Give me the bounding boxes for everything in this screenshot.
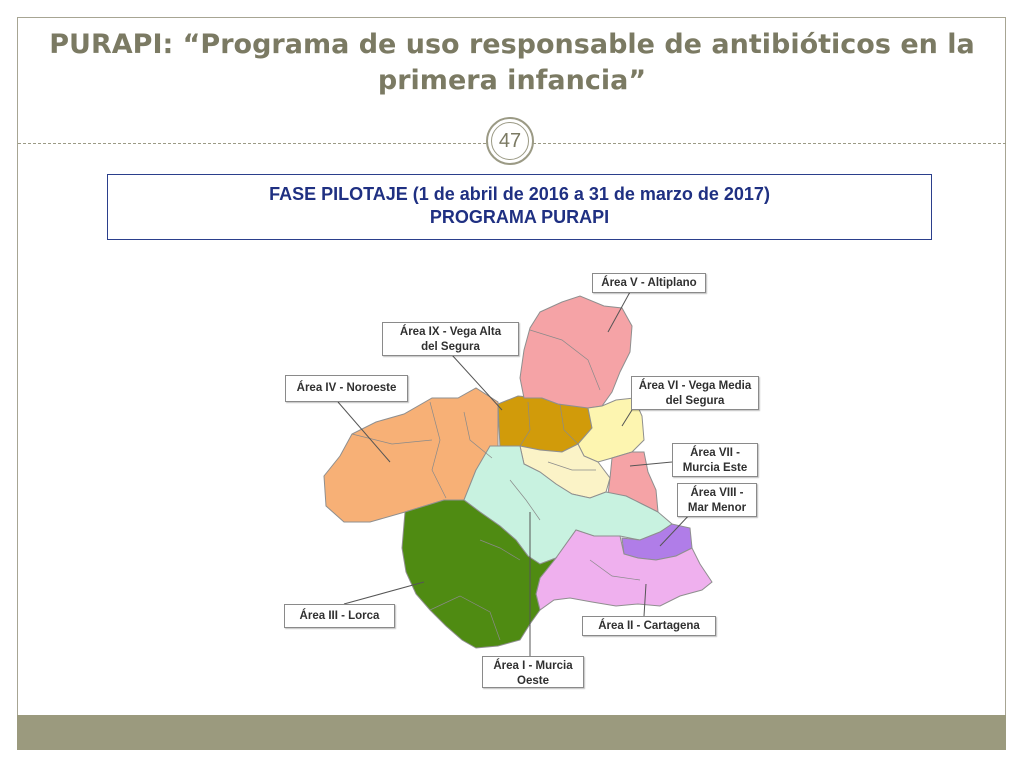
label-area-viii-line2: Mar Menor [687, 502, 747, 514]
label-area-vi: Área VI - Vega Media del Segura [631, 376, 759, 410]
label-area-vii-line1: Área VII - [690, 447, 740, 459]
phase-line-1: FASE PILOTAJE (1 de abril de 2016 a 31 d… [269, 184, 770, 204]
region-area-iii [401, 499, 558, 649]
label-area-v-text: Área V - Altiplano [601, 277, 697, 289]
label-area-vi-line1: Área VI - Vega Media [638, 380, 752, 392]
label-area-ix-line2: del Segura [421, 341, 480, 353]
leader-lines [337, 291, 693, 658]
region-area-v [519, 295, 633, 409]
label-area-viii: Área VIII - Mar Menor [677, 483, 757, 517]
label-area-ii: Área II - Cartagena [582, 616, 716, 636]
label-area-i-line1: Área I - Murcia [493, 660, 573, 672]
label-area-iv: Área IV - Noroeste [285, 375, 408, 402]
label-area-ix: Área IX - Vega Alta del Segura [382, 322, 519, 356]
label-area-vii: Área VII - Murcia Este [672, 443, 758, 477]
footer-bar [17, 715, 1006, 750]
phase-line-2: PROGRAMA PURAPI [429, 207, 610, 227]
label-area-iv-text: Área IV - Noroeste [296, 382, 397, 394]
municipal-boundaries [351, 329, 641, 641]
label-area-vii-line2: Murcia Este [682, 462, 748, 474]
phase-box: FASE PILOTAJE (1 de abril de 2016 a 31 d… [107, 174, 932, 240]
label-area-iii: Área III - Lorca [284, 604, 395, 628]
label-area-viii-line1: Área VIII - [690, 487, 744, 499]
slide-number-badge: 47 [486, 117, 534, 165]
label-area-ix-line1: Área IX - Vega Alta [399, 326, 502, 338]
label-area-i: Área I - Murcia Oeste [482, 656, 584, 688]
label-area-v: Área V - Altiplano [592, 273, 706, 293]
label-area-ii-text: Área II - Cartagena [598, 620, 700, 632]
label-area-iii-text: Área III - Lorca [299, 610, 380, 622]
slide-number: 47 [491, 122, 529, 160]
label-area-i-line2: Oeste [517, 675, 549, 687]
slide-title: PURAPI: “Programa de uso responsable de … [49, 29, 975, 96]
label-area-vi-line2: del Segura [665, 395, 725, 407]
